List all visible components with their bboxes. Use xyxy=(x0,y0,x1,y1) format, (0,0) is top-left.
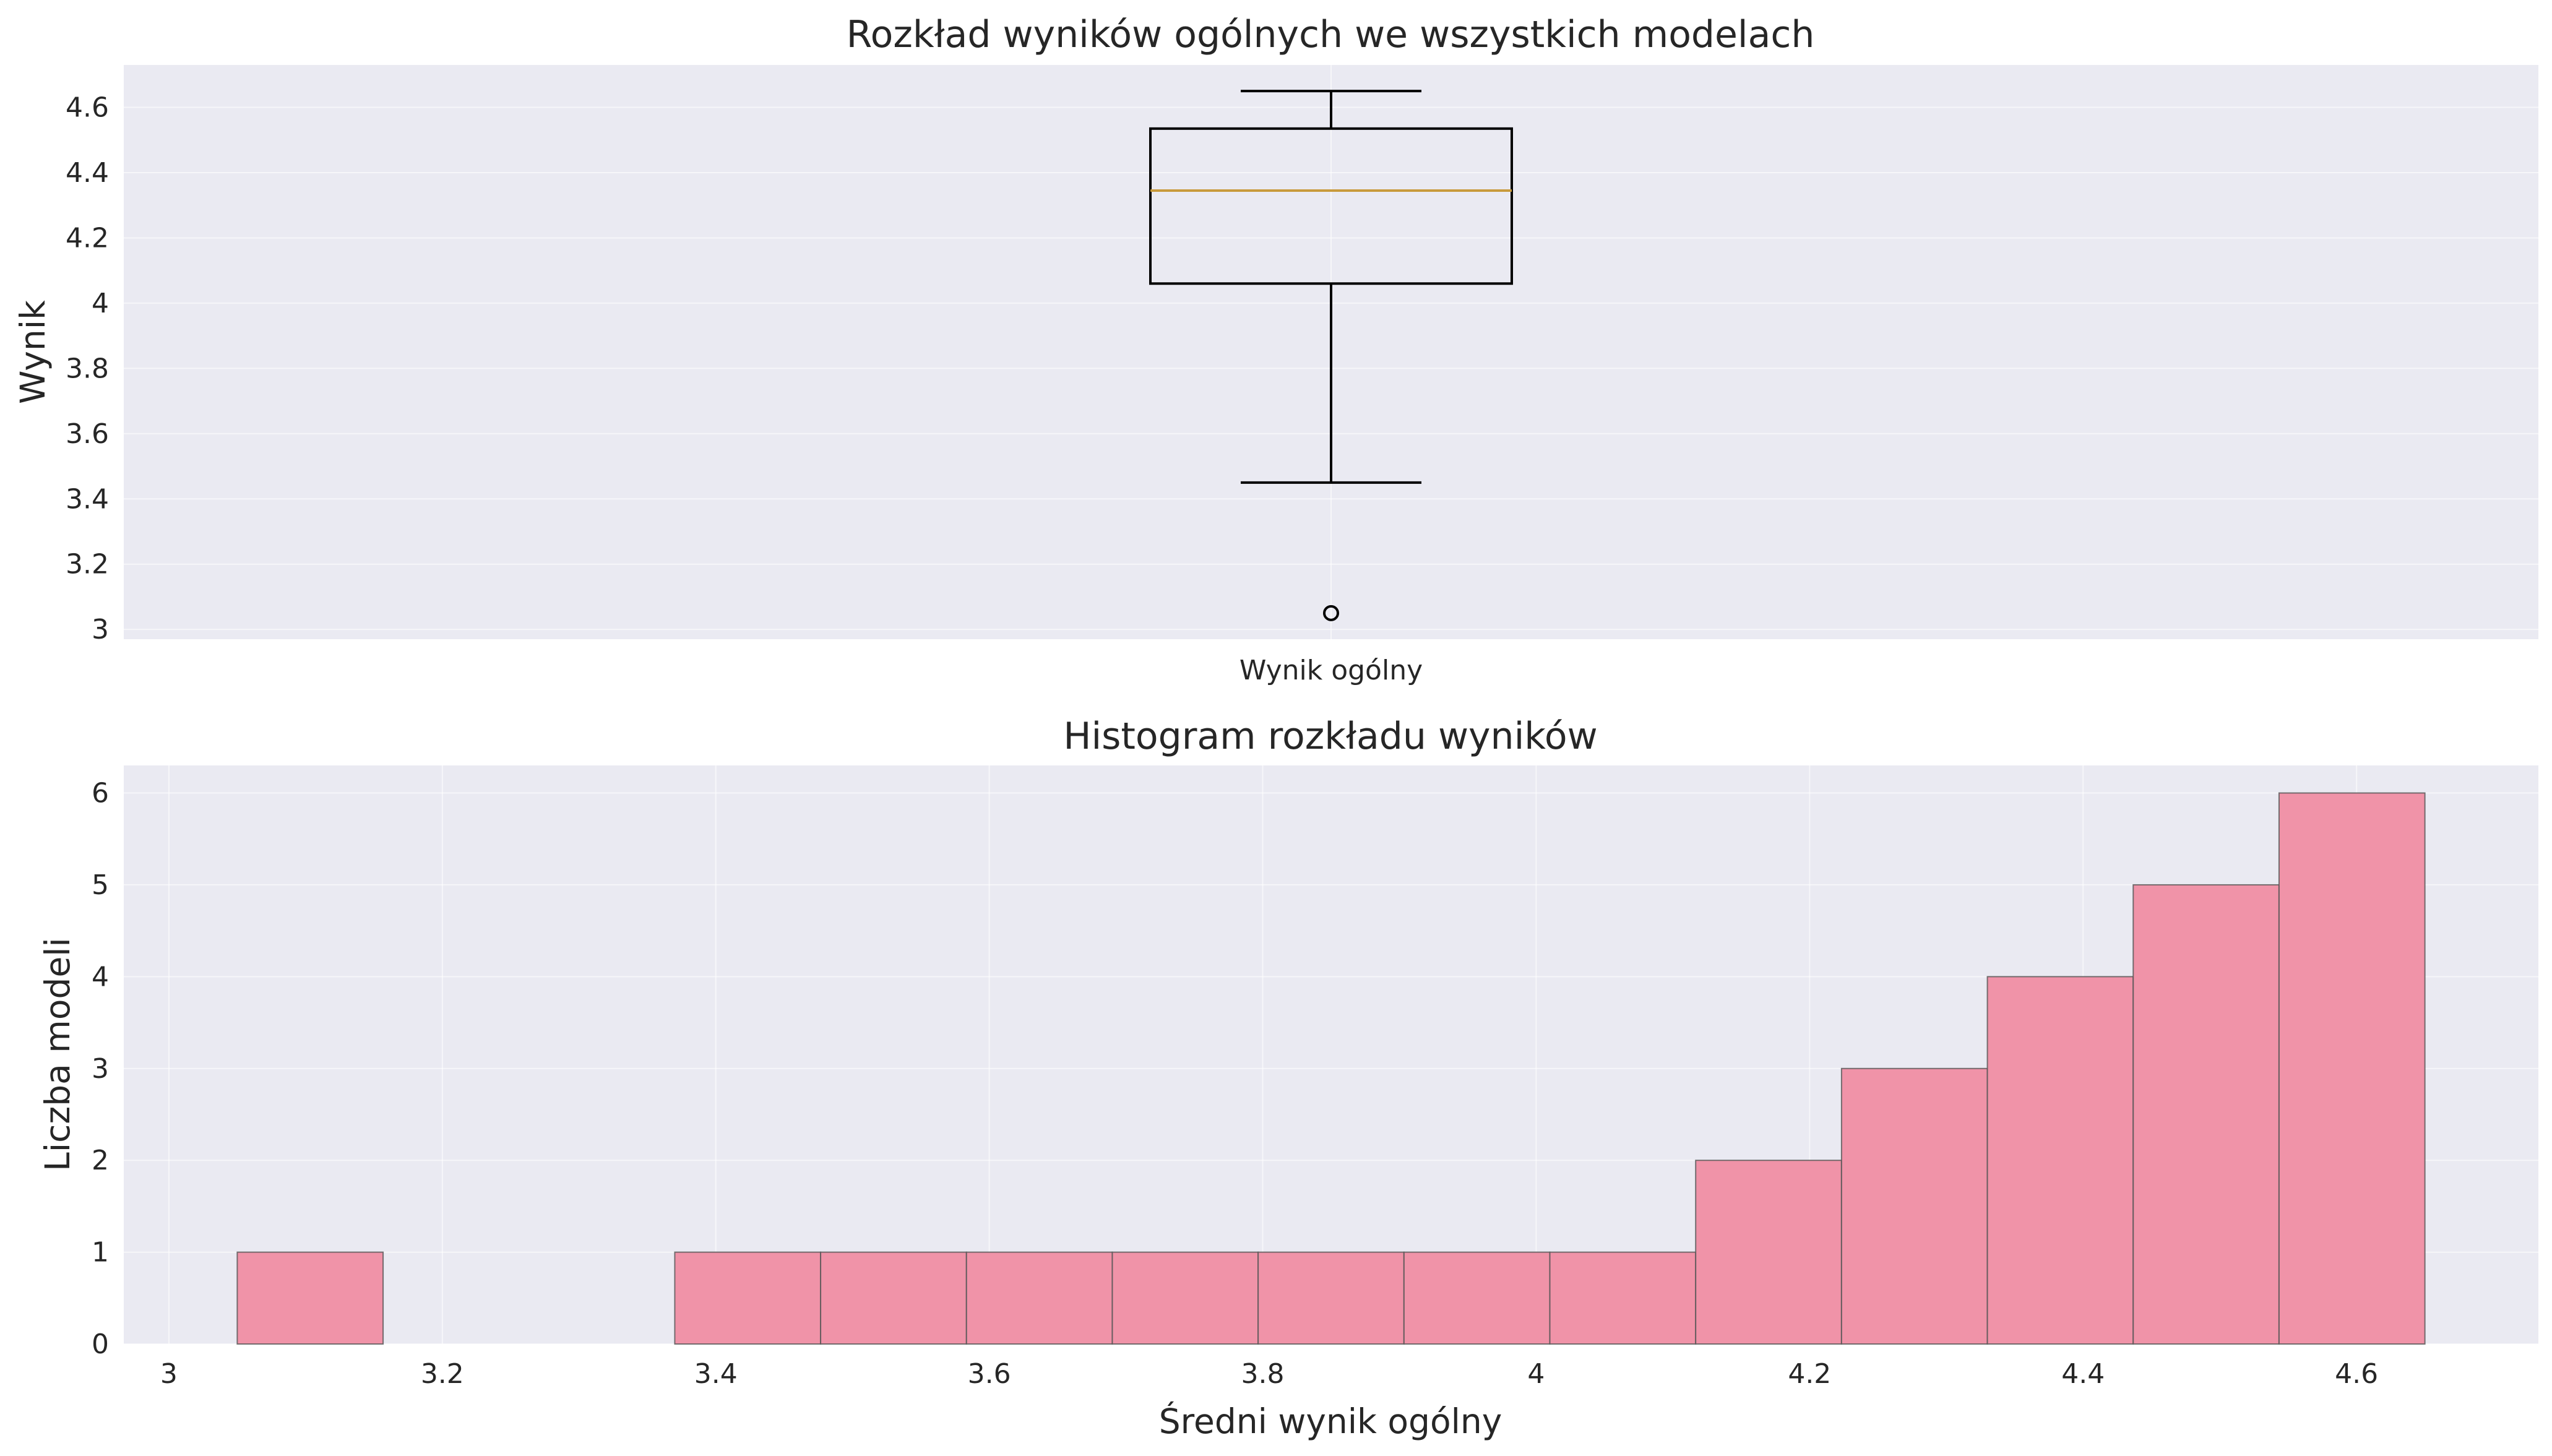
histogram-bar xyxy=(1695,1160,1842,1345)
histogram-bar xyxy=(1257,1251,1405,1345)
histogram-title: Histogram rozkładu wyników xyxy=(1063,715,1597,758)
histogram-y-tick-label: 3 xyxy=(92,1053,109,1085)
histogram-x-tick-label: 4.6 xyxy=(2335,1358,2378,1390)
histogram-bar xyxy=(1840,1067,1988,1345)
histogram-bar xyxy=(2132,884,2280,1345)
boxplot-chart: Rozkład wyników ogólnych we wszystkich m… xyxy=(13,13,2538,686)
histogram-bar xyxy=(1111,1251,1259,1345)
boxplot-y-tick-label: 3.6 xyxy=(66,418,109,450)
histogram-x-tick-label: 4.4 xyxy=(2061,1358,2105,1390)
histogram-bar xyxy=(965,1251,1113,1345)
histogram-x-tick-label: 3.6 xyxy=(968,1358,1011,1390)
boxplot-y-tick-label: 4.4 xyxy=(66,157,109,189)
histogram-y-axis-label: Liczba modeli xyxy=(38,937,77,1171)
boxplot-x-tick-labels: Wynik ogólny xyxy=(1239,655,1423,686)
histogram-x-tick-labels: 3 3.2 3.4 3.6 3.8 4 4.2 4.4 4.6 xyxy=(160,1358,2378,1390)
boxplot-y-tick-label: 3.4 xyxy=(66,483,109,515)
boxplot-y-tick-label: 3 xyxy=(92,614,109,645)
boxplot-box xyxy=(1149,127,1513,285)
histogram-y-tick-label: 2 xyxy=(92,1145,109,1176)
histogram-x-tick-label: 3.2 xyxy=(421,1358,464,1390)
histogram-y-tick-label: 1 xyxy=(92,1237,109,1269)
histogram-bars xyxy=(236,792,2426,1345)
boxplot-x-tick-label: Wynik ogólny xyxy=(1239,655,1423,686)
histogram-bar xyxy=(236,1251,384,1345)
histogram-x-tick-label: 4 xyxy=(1527,1358,1545,1390)
boxplot-outlier xyxy=(1323,605,1339,621)
boxplot-y-axis-label: Wynik xyxy=(13,300,53,404)
histogram-y-tick-label: 0 xyxy=(92,1329,109,1360)
histogram-y-tick-label: 6 xyxy=(92,778,109,809)
boxplot-y-tick-label: 4.2 xyxy=(66,222,109,254)
histogram-bar xyxy=(820,1251,967,1345)
boxplot-y-tick-label: 3.8 xyxy=(66,353,109,384)
boxplot-title: Rozkład wyników ogólnych we wszystkich m… xyxy=(847,13,1815,56)
boxplot-y-tick-labels: 3 3.2 3.4 3.6 3.8 4 4.2 4.4 4.6 xyxy=(66,92,109,646)
histogram-bar xyxy=(2278,792,2426,1345)
histogram-bar xyxy=(674,1251,822,1345)
histogram-x-tick-label: 4.2 xyxy=(1788,1358,1831,1390)
histogram-y-tick-label: 5 xyxy=(92,869,109,901)
histogram-bar xyxy=(1403,1251,1551,1345)
histogram-x-tick-label: 3.4 xyxy=(694,1358,738,1390)
boxplot-marks xyxy=(1149,90,1513,621)
histogram-x-axis-label: Średni wynik ogólny xyxy=(1159,1402,1502,1441)
histogram-bar xyxy=(1549,1251,1697,1345)
histogram-x-tick-label: 3 xyxy=(160,1358,178,1390)
histogram-y-tick-label: 4 xyxy=(92,961,109,993)
boxplot-y-tick-label: 4 xyxy=(92,288,109,319)
boxplot-y-tick-label: 3.2 xyxy=(66,549,109,580)
boxplot-y-tick-label: 4.6 xyxy=(66,92,109,124)
histogram-bar xyxy=(1986,976,2134,1345)
histogram-x-tick-label: 3.8 xyxy=(1241,1358,1285,1390)
histogram-y-tick-labels: 0 1 2 3 4 5 6 xyxy=(92,778,109,1360)
